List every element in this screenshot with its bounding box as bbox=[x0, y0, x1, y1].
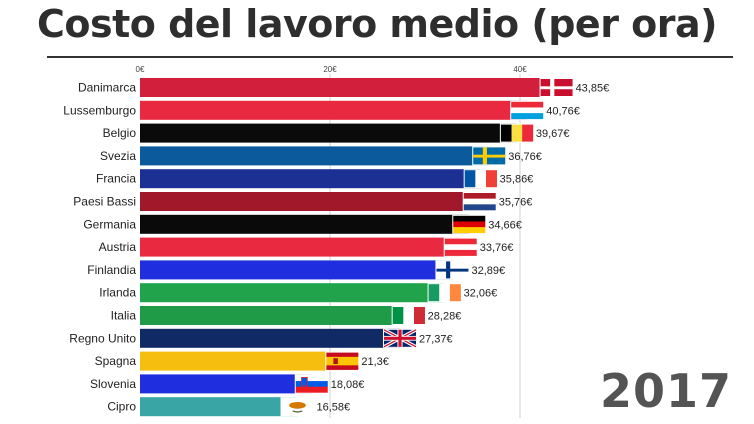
category-label: Paesi Bassi bbox=[73, 195, 136, 209]
finland-flag bbox=[435, 260, 470, 280]
value-label: 32,89€ bbox=[471, 265, 505, 277]
cyprus-flag bbox=[280, 397, 315, 417]
netherlands-flag bbox=[462, 192, 497, 211]
luxembourg-flag bbox=[510, 100, 545, 120]
ireland-flag bbox=[427, 283, 462, 303]
france-flag bbox=[463, 169, 498, 189]
value-label: 35,76€ bbox=[499, 197, 533, 209]
value-label: 43,85€ bbox=[576, 83, 610, 95]
austria-flag bbox=[443, 237, 478, 257]
value-label: 33,76€ bbox=[480, 242, 514, 254]
value-label: 16,58€ bbox=[317, 402, 351, 414]
value-label: 39,67€ bbox=[536, 128, 570, 140]
category-label: Regno Unito bbox=[69, 331, 136, 345]
bar-cipro bbox=[140, 397, 298, 417]
x-tick-label: 40€ bbox=[513, 65, 527, 74]
germany-flag bbox=[452, 214, 487, 234]
spain-flag bbox=[325, 351, 360, 371]
category-label: Slovenia bbox=[90, 377, 136, 391]
value-label: 36,76€ bbox=[508, 151, 542, 163]
x-tick-label: 0€ bbox=[136, 65, 145, 74]
category-label: Cipro bbox=[107, 400, 136, 414]
denmark-flag bbox=[539, 78, 574, 97]
bar-francia bbox=[140, 169, 481, 189]
category-label: Belgio bbox=[103, 126, 137, 140]
title-divider bbox=[47, 56, 733, 58]
bar-finlandia bbox=[140, 260, 453, 280]
category-label: Italia bbox=[111, 309, 137, 323]
value-label: 35,86€ bbox=[500, 174, 534, 186]
category-label: Spagna bbox=[95, 354, 137, 368]
category-label: Irlanda bbox=[99, 286, 136, 300]
value-label: 18,08€ bbox=[331, 379, 365, 391]
labels: 0€ 20€ 40€ Danimarca 43,85€ Lussemburgo 40,76€… bbox=[63, 65, 609, 414]
bar-irlanda bbox=[140, 283, 445, 303]
category-label: Svezia bbox=[100, 149, 136, 163]
bar-germania bbox=[140, 214, 470, 234]
bars bbox=[140, 78, 574, 417]
sweden-flag bbox=[472, 146, 507, 166]
bar-belgio bbox=[140, 123, 517, 143]
belgium-flag bbox=[499, 123, 534, 143]
bar-austria bbox=[140, 237, 461, 257]
category-label: Danimarca bbox=[78, 81, 136, 95]
bar-lussemburgo bbox=[140, 100, 528, 120]
value-label: 27,37€ bbox=[419, 333, 453, 345]
bar-slovenia bbox=[140, 374, 312, 394]
value-label: 32,06€ bbox=[464, 288, 498, 300]
slovenia-flag bbox=[294, 374, 329, 394]
value-label: 34,66€ bbox=[488, 219, 522, 231]
category-label: Lussemburgo bbox=[63, 103, 136, 117]
year-label: 2017 bbox=[599, 364, 732, 418]
value-label: 21,3€ bbox=[361, 356, 389, 368]
uk-flag bbox=[383, 328, 418, 349]
bar-spagna bbox=[140, 351, 343, 371]
bar-regno-unito bbox=[140, 328, 401, 348]
category-label: Francia bbox=[96, 172, 136, 186]
x-tick-label: 20€ bbox=[323, 65, 337, 74]
category-label: Germania bbox=[83, 217, 136, 231]
value-label: 40,76€ bbox=[546, 105, 580, 117]
bar-paesi-bassi bbox=[140, 192, 480, 211]
category-label: Austria bbox=[99, 240, 137, 254]
bar-italia bbox=[140, 306, 409, 325]
category-label: Finlandia bbox=[87, 263, 136, 277]
value-label: 28,28€ bbox=[428, 311, 462, 323]
italy-flag bbox=[391, 306, 426, 325]
chart-title: Costo del lavoro medio (per ora) bbox=[36, 2, 718, 46]
bar-svezia bbox=[140, 146, 490, 166]
bar-danimarca bbox=[140, 78, 557, 97]
